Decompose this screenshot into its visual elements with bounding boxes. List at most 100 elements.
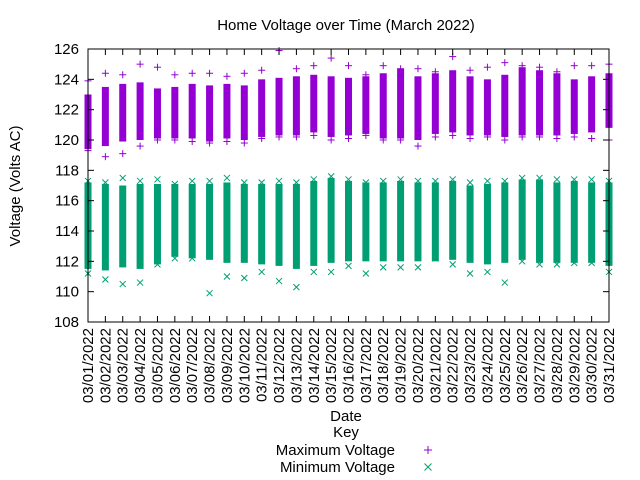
data-point-high bbox=[206, 69, 214, 77]
legend-cross-icon-b bbox=[424, 463, 432, 471]
x-tick-label: 03/11/2022 bbox=[254, 328, 271, 402]
data-point-high bbox=[570, 176, 578, 183]
legend-label-minimum: Minimum Voltage bbox=[280, 459, 395, 476]
data-point-high-b bbox=[484, 177, 491, 185]
data-point-high-b bbox=[466, 179, 474, 186]
data-point-high-b bbox=[327, 173, 335, 180]
data-point-high-b bbox=[362, 179, 370, 186]
data-point-low bbox=[258, 134, 266, 142]
x-tick-label: 03/19/2022 bbox=[393, 328, 410, 403]
data-band bbox=[119, 83, 127, 142]
data-band bbox=[536, 70, 544, 136]
data-point-low bbox=[536, 133, 544, 141]
data-point-high bbox=[501, 59, 509, 67]
data-point-low-b bbox=[310, 268, 318, 276]
data-point-low bbox=[466, 134, 474, 142]
data-point-high bbox=[153, 63, 161, 71]
data-band bbox=[466, 185, 474, 263]
data-point-high-b bbox=[188, 177, 196, 185]
data-point-high bbox=[483, 63, 491, 71]
data-point-high-b bbox=[536, 174, 543, 182]
data-point-high-b bbox=[310, 176, 318, 183]
data-point-low bbox=[414, 142, 422, 150]
x-tick-label: 03/31/2022 bbox=[601, 328, 618, 403]
x-tick-label: 03/23/2022 bbox=[462, 328, 479, 403]
data-point-high bbox=[240, 179, 248, 186]
data-point-low-b bbox=[206, 289, 213, 297]
data-point-low bbox=[466, 270, 474, 277]
data-point-low bbox=[275, 133, 283, 141]
data-point-low bbox=[136, 279, 144, 286]
data-point-low bbox=[310, 131, 318, 139]
data-point-high-b bbox=[206, 177, 213, 185]
data-band bbox=[258, 183, 266, 265]
x-tick-label: 03/12/2022 bbox=[271, 328, 288, 403]
x-tick-label: 03/07/2022 bbox=[184, 328, 201, 403]
y-tick-label: 112 bbox=[55, 253, 79, 270]
data-point-low bbox=[588, 259, 595, 267]
y-tick-label: 108 bbox=[54, 314, 79, 331]
x-tick-label: 03/22/2022 bbox=[445, 328, 462, 403]
data-point-low bbox=[397, 136, 405, 144]
data-point-low bbox=[431, 254, 439, 262]
data-band bbox=[379, 73, 387, 139]
data-point-high bbox=[136, 60, 144, 68]
data-band bbox=[275, 183, 283, 266]
data-band bbox=[153, 183, 161, 265]
x-tick-label: 03/25/2022 bbox=[497, 328, 514, 403]
data-band bbox=[397, 180, 405, 262]
data-point-high bbox=[466, 179, 474, 186]
data-point-high bbox=[258, 66, 266, 74]
data-band bbox=[449, 180, 457, 260]
x-tick-label: 03/08/2022 bbox=[202, 328, 219, 403]
data-band bbox=[449, 70, 457, 133]
data-point-low bbox=[310, 268, 318, 276]
data-point-low bbox=[206, 289, 213, 297]
data-band bbox=[501, 182, 509, 263]
data-point-high-b bbox=[275, 177, 283, 185]
data-band bbox=[136, 183, 144, 269]
legend-plus-icon bbox=[424, 446, 432, 454]
x-tick-label: 03/26/2022 bbox=[514, 328, 531, 403]
data-point-low-b bbox=[223, 273, 231, 280]
legend-label-maximum: Maximum Voltage bbox=[276, 442, 395, 459]
x-tick-label: 03/17/2022 bbox=[358, 328, 375, 403]
data-point-high bbox=[431, 177, 439, 185]
data-point-high-b bbox=[223, 174, 231, 182]
data-band bbox=[292, 76, 300, 136]
data-point-high-b bbox=[414, 177, 422, 185]
data-point-low bbox=[223, 273, 231, 280]
x-tick-label: 03/18/2022 bbox=[375, 328, 392, 403]
data-band bbox=[153, 88, 161, 139]
data-band bbox=[292, 183, 300, 269]
data-band bbox=[206, 85, 214, 142]
x-tick-label: 03/02/2022 bbox=[97, 328, 114, 403]
data-point-low bbox=[153, 136, 161, 144]
data-point-high bbox=[362, 71, 370, 79]
data-point-high-b bbox=[345, 176, 352, 183]
data-band bbox=[310, 180, 318, 266]
data-point-low-b bbox=[275, 277, 283, 285]
data-point-high-b bbox=[379, 177, 387, 185]
data-point-high bbox=[553, 176, 561, 183]
data-point-low-b bbox=[136, 279, 144, 286]
data-point-high-b bbox=[397, 176, 404, 183]
x-tick-label: 03/10/2022 bbox=[236, 328, 253, 403]
data-point-low bbox=[101, 153, 109, 161]
x-tick-label: 03/13/2022 bbox=[288, 328, 305, 403]
data-point-low bbox=[102, 276, 109, 283]
data-point-high bbox=[570, 62, 578, 70]
data-point-high bbox=[292, 65, 300, 73]
data-band bbox=[379, 182, 387, 262]
data-point-high bbox=[223, 174, 231, 182]
data-point-high bbox=[536, 63, 544, 71]
data-band bbox=[362, 76, 370, 134]
data-point-low bbox=[240, 139, 248, 147]
data-band bbox=[327, 76, 335, 137]
data-point-low bbox=[536, 261, 543, 268]
data-point-low-b bbox=[466, 270, 474, 277]
y-tick-label: 122 bbox=[54, 102, 79, 119]
data-point-high bbox=[310, 62, 318, 70]
data-band bbox=[310, 74, 318, 133]
data-point-low bbox=[188, 254, 196, 262]
